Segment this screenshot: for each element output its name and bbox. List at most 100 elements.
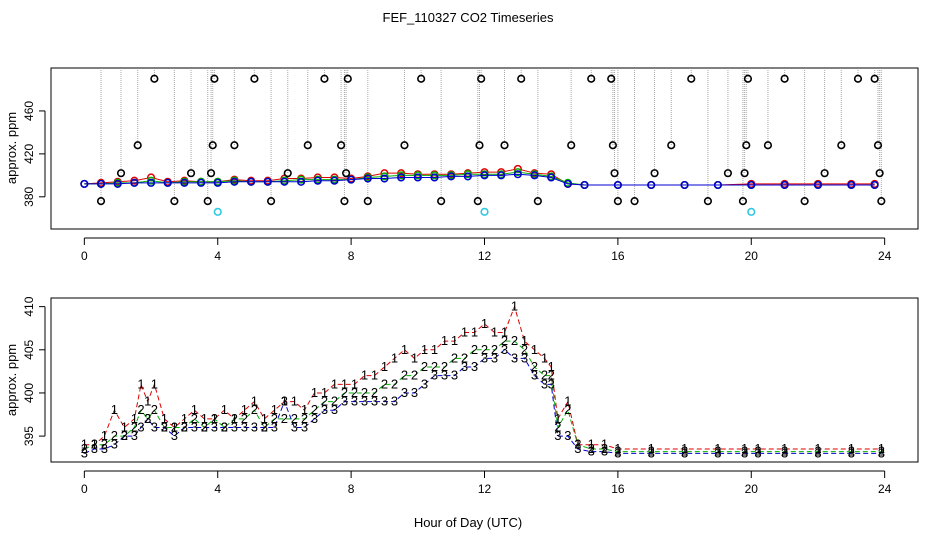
data-point-outliers [630, 196, 639, 206]
data-point-2: 2 [201, 419, 208, 434]
data-point-3: 3 [291, 419, 298, 434]
data-point-3: 3 [331, 402, 338, 417]
data-point-3: 3 [814, 445, 821, 460]
data-point-outliers [870, 74, 879, 83]
data-point-1: 1 [754, 441, 761, 456]
data-point-1: 1 [201, 411, 208, 426]
top-panel: 0 4 8 12 16 20 24 380 420 460 approx. ppm [4, 67, 919, 263]
bot-x-tick-label: 8 [348, 482, 355, 496]
data-point-outliers [517, 74, 526, 83]
data-point-outliers [170, 196, 179, 206]
chart-title: FEF_110327 CO2 Timeseries [383, 10, 554, 25]
data-point-3: 3 [741, 445, 748, 460]
data-point-1: 1 [271, 402, 278, 417]
data-point-3: 3 [391, 394, 398, 409]
top-y-tick-label: 460 [22, 101, 36, 121]
bottom-plot-frame [50, 297, 919, 463]
data-point-2: 2 [421, 359, 428, 374]
data-point-blue [680, 180, 689, 190]
data-point-blue [447, 172, 456, 181]
data-point-1: 1 [321, 385, 328, 400]
top-data-marks [80, 70, 886, 216]
data-point-blue [513, 170, 522, 179]
data-point-1: 1 [554, 411, 561, 426]
data-point-2: 2 [878, 444, 885, 459]
data-point-outliers [303, 141, 312, 150]
data-point-2: 2 [681, 444, 688, 459]
data-point-1: 1 [351, 376, 358, 391]
data-point-2: 2 [291, 411, 298, 426]
data-point-1: 1 [531, 342, 538, 357]
data-point-2: 2 [521, 342, 528, 357]
data-point-1: 1 [588, 437, 595, 452]
data-point-2: 2 [451, 350, 458, 365]
data-point-2: 2 [714, 444, 721, 459]
data-point-3: 3 [311, 411, 318, 426]
data-point-2: 2 [281, 411, 288, 426]
data-point-outliers [820, 169, 829, 178]
data-point-1: 1 [814, 441, 821, 456]
data-point-1: 1 [574, 437, 581, 452]
data-point-3: 3 [554, 428, 561, 443]
data-point-1: 1 [461, 325, 468, 340]
data-point-2: 2 [341, 385, 348, 400]
data-point-blue [130, 178, 139, 187]
data-point-2: 2 [491, 342, 498, 357]
data-point-2: 2 [754, 444, 761, 459]
data-point-1: 1 [471, 325, 478, 340]
data-point-outliers [780, 74, 789, 83]
data-point-1: 1 [648, 441, 655, 456]
series-line-2 [84, 340, 882, 453]
data-point-2: 2 [211, 411, 218, 426]
data-point-2: 2 [848, 444, 855, 459]
data-point-outliers [800, 196, 809, 206]
data-point-outliers [743, 74, 753, 83]
data-point-blue [280, 177, 289, 186]
data-point-2: 2 [441, 359, 448, 374]
data-point-2: 2 [331, 394, 338, 409]
data-point-1: 1 [541, 350, 548, 365]
data-point-1: 1 [714, 441, 721, 456]
data-point-2: 2 [231, 411, 238, 426]
data-point-blue [363, 174, 372, 183]
data-point-1: 1 [241, 402, 248, 417]
data-point-1: 1 [451, 333, 458, 348]
data-point-2: 2 [371, 385, 378, 400]
data-point-1: 1 [251, 394, 258, 409]
data-point-outliers [208, 141, 217, 150]
bot-x-tick-label: 20 [745, 482, 759, 496]
data-point-3: 3 [361, 394, 368, 409]
data-point-3: 3 [201, 419, 208, 434]
data-point-outliers [133, 141, 142, 150]
series-line-blue [84, 173, 875, 186]
data-point-2: 2 [501, 333, 508, 348]
data-point-1: 1 [491, 325, 498, 340]
data-point-3: 3 [714, 445, 721, 460]
data-point-3: 3 [301, 419, 308, 434]
data-point-3: 3 [121, 428, 128, 443]
data-point-blue [613, 180, 622, 190]
data-point-blue [713, 180, 722, 190]
data-point-3: 3 [191, 419, 198, 434]
data-point-outliers [206, 169, 216, 178]
data-point-2: 2 [564, 402, 571, 417]
data-point-3: 3 [111, 437, 118, 452]
top-plot-frame [50, 67, 919, 230]
data-point-3: 3 [878, 445, 885, 460]
data-point-3: 3 [548, 376, 555, 391]
data-point-outliers [340, 196, 349, 206]
data-point-3: 3 [511, 350, 518, 365]
data-point-2: 2 [91, 437, 98, 452]
data-point-blue [870, 180, 879, 190]
data-point-1: 1 [441, 333, 448, 348]
data-point-1: 1 [171, 419, 178, 434]
data-point-2: 2 [321, 394, 328, 409]
data-point-3: 3 [261, 419, 268, 434]
bottom-x-axis: 0 4 8 12 16 20 24 [81, 470, 892, 496]
data-point-1: 1 [521, 333, 528, 348]
data-point-blue [213, 178, 222, 187]
data-point-3: 3 [251, 419, 258, 434]
data-point-1: 1 [301, 402, 308, 417]
data-point-outliers [740, 169, 749, 178]
